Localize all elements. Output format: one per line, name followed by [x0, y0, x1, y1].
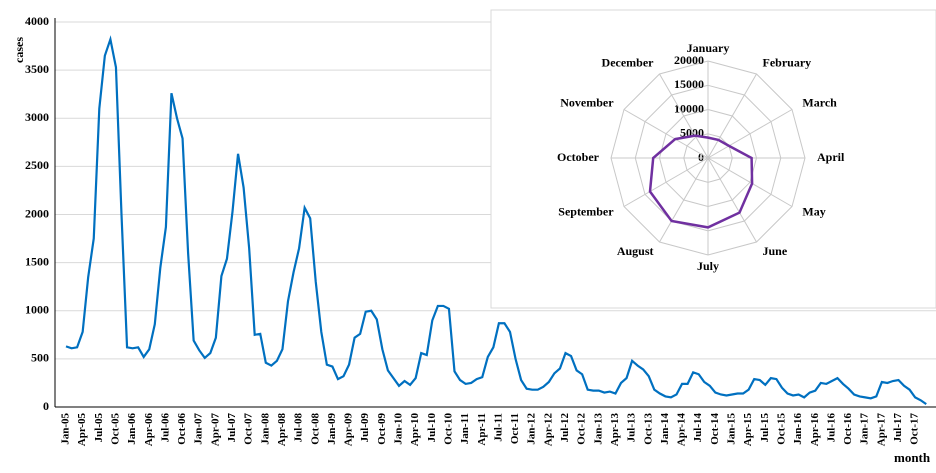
x-tick-label: Oct-08 — [309, 413, 321, 445]
radar-label: October — [557, 150, 600, 164]
x-tick-label: Apr-17 — [875, 413, 887, 447]
radar-spoke — [623, 157, 709, 207]
x-tick-label: Oct-06 — [176, 413, 188, 445]
x-tick-label: Jul-16 — [825, 413, 837, 443]
r-tick-label: 15000 — [674, 77, 704, 91]
y-tick-label: 500 — [31, 351, 49, 365]
r-tick-label: 0 — [698, 150, 704, 164]
x-tick-label: Jan-15 — [726, 413, 738, 445]
x-tick-label: Jul-17 — [892, 413, 904, 443]
x-tick-label: Jan-17 — [859, 413, 871, 445]
x-tick-label: Oct-14 — [709, 413, 721, 445]
radar-label: June — [763, 244, 788, 258]
radar-spoke — [707, 157, 793, 207]
x-tick-label: Jul-08 — [293, 413, 305, 443]
x-tick-label: Jul-06 — [159, 413, 171, 443]
x-tick-label: Jul-14 — [692, 413, 704, 443]
x-tick-label: Jan-09 — [326, 413, 338, 445]
x-tick-label: Jan-14 — [659, 413, 671, 445]
x-tick-label: Apr-14 — [676, 413, 688, 447]
x-tick-label: Jul-13 — [626, 413, 638, 443]
x-tick-label: Apr-08 — [276, 413, 288, 447]
y-tick-label: 1000 — [25, 303, 49, 317]
x-tick-label: Jul-12 — [559, 413, 571, 443]
x-tick-label: Jan-12 — [526, 413, 538, 445]
x-tick-label: Oct-07 — [243, 413, 255, 445]
radar-label: September — [558, 204, 614, 218]
radar-spoke — [707, 157, 757, 243]
x-axis-label: month — [894, 450, 931, 465]
radar-label: March — [802, 95, 837, 109]
radar-spoke — [707, 109, 793, 159]
x-tick-label: Jan-10 — [393, 413, 405, 445]
radar-label: November — [560, 95, 614, 109]
x-tick-label: Apr-15 — [742, 413, 754, 447]
x-tick-label: Apr-11 — [476, 413, 488, 446]
x-tick-label: Oct-15 — [775, 413, 787, 445]
x-tick-label: Jul-05 — [93, 413, 105, 443]
x-tick-label: Jan-13 — [592, 413, 604, 445]
x-tick-label: Jan-16 — [792, 413, 804, 445]
x-tick-label: Apr-16 — [809, 413, 821, 447]
x-tick-label: Jan-06 — [126, 413, 138, 445]
x-tick-label: Jan-08 — [259, 413, 271, 445]
radar-spoke — [623, 109, 709, 159]
y-tick-label: 3500 — [25, 62, 49, 76]
r-tick-label: 10000 — [674, 101, 704, 115]
radar-label: August — [617, 244, 654, 258]
y-tick-label: 2500 — [25, 158, 49, 172]
inset-panel — [490, 9, 936, 309]
y-tick-label: 0 — [43, 399, 49, 413]
radar-label: May — [802, 204, 825, 218]
radar-label: December — [602, 55, 655, 69]
radar-label: February — [763, 55, 812, 69]
radar-spoke — [707, 73, 757, 159]
x-tick-label: Jul-09 — [359, 413, 371, 443]
x-tick-label: Oct-11 — [509, 413, 521, 444]
radar-label: July — [697, 259, 719, 273]
radar-spoke — [659, 73, 709, 159]
data-line — [65, 35, 927, 406]
x-tick-label: Jan-05 — [60, 413, 72, 445]
x-tick-label: Jul-10 — [426, 413, 438, 443]
x-tick-label: Jul-07 — [226, 413, 238, 443]
radar-label: January — [687, 41, 730, 55]
y-tick-label: 4000 — [25, 14, 49, 28]
x-tick-label: Oct-09 — [376, 413, 388, 445]
y-tick-label: 3000 — [25, 110, 49, 124]
x-tick-label: Apr-06 — [143, 413, 155, 447]
x-tick-label: Apr-09 — [343, 413, 355, 447]
x-tick-label: Apr-07 — [209, 413, 221, 447]
radar-spoke — [659, 157, 709, 243]
x-tick-label: Apr-05 — [76, 413, 88, 447]
x-tick-label: Apr-12 — [542, 413, 554, 447]
y-tick-label: 2000 — [25, 206, 49, 220]
x-tick-label: Jan-11 — [459, 413, 471, 444]
x-tick-label: Oct-05 — [109, 413, 121, 445]
y-tick-label: 1500 — [25, 254, 49, 268]
x-tick-label: Oct-10 — [442, 413, 454, 445]
y-axis-label: cases — [12, 37, 26, 63]
x-tick-label: Jul-11 — [492, 413, 504, 442]
x-tick-label: Apr-10 — [409, 413, 421, 447]
x-tick-label: Oct-13 — [642, 413, 654, 445]
x-tick-label: Oct-17 — [909, 413, 921, 445]
radar-label: April — [817, 150, 845, 164]
x-tick-label: Oct-16 — [842, 413, 854, 445]
x-tick-label: Apr-13 — [609, 413, 621, 447]
x-tick-label: Oct-12 — [576, 413, 588, 445]
x-tick-label: Jul-15 — [759, 413, 771, 443]
r-tick-label: 20000 — [674, 53, 704, 67]
radar-series — [648, 134, 754, 229]
x-tick-label: Jan-07 — [193, 413, 205, 445]
